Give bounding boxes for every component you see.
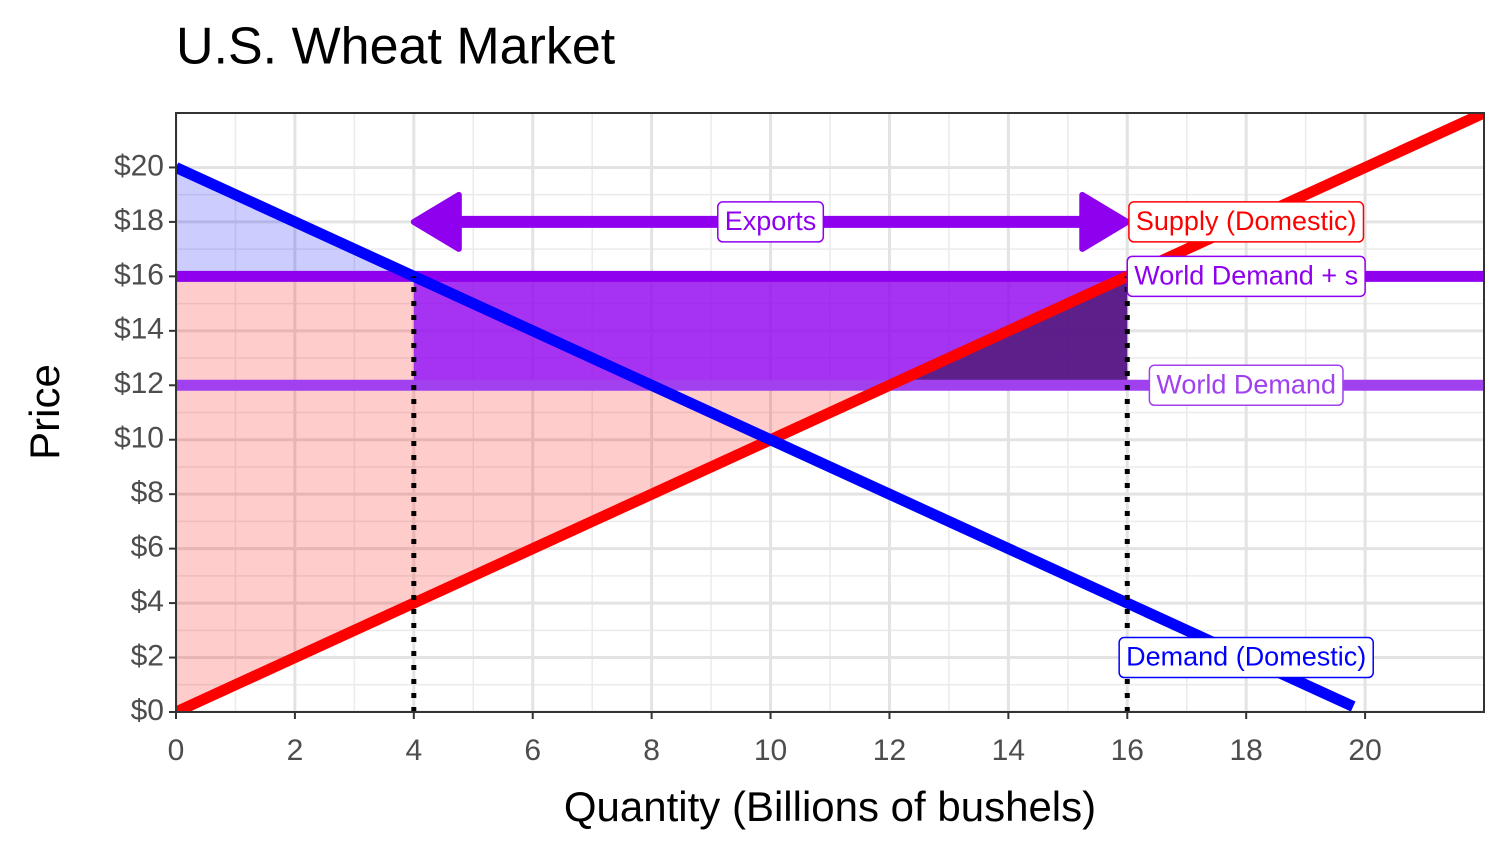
y-tick-label: $4: [131, 585, 164, 618]
series-label: Supply (Domestic): [1128, 201, 1365, 243]
x-tick-label: 20: [1348, 734, 1381, 767]
y-tick-label: $20: [114, 149, 164, 182]
series-label: Demand (Domestic): [1118, 636, 1374, 679]
label-box: [1126, 255, 1366, 298]
y-tick-label: $18: [114, 204, 164, 237]
label-text: World Demand + s: [1134, 260, 1358, 290]
x-tick-label: 14: [992, 734, 1025, 767]
series-label: World Demand + s: [1126, 255, 1366, 298]
label-text: World Demand: [1156, 369, 1336, 399]
y-tick-label: $0: [131, 694, 164, 727]
chart-title: U.S. Wheat Market: [176, 18, 616, 76]
y-tick-label: $2: [131, 639, 164, 672]
x-tick-label: 12: [873, 734, 906, 767]
x-tick-label: 4: [405, 734, 422, 767]
x-tick-label: 6: [524, 734, 541, 767]
label-text: Supply (Domestic): [1136, 206, 1357, 236]
y-tick-label: $6: [131, 531, 164, 564]
x-tick-label: 18: [1229, 734, 1262, 767]
label-box: [1118, 636, 1374, 679]
x-tick-label: 2: [287, 734, 304, 767]
y-tick-label: $14: [114, 313, 164, 346]
x-tick-label: 0: [168, 734, 185, 767]
y-tick-label: $12: [114, 367, 164, 400]
label-text: Demand (Domestic): [1126, 642, 1366, 672]
x-tick-label: 8: [643, 734, 660, 767]
plot-border: [175, 112, 1485, 713]
x-tick-label: 16: [1111, 734, 1144, 767]
label-box: [1148, 364, 1344, 407]
y-tick-label: $8: [131, 476, 164, 509]
arrow-label: Exports: [717, 201, 825, 243]
y-axis-title: Price: [21, 364, 68, 460]
label-text: Exports: [725, 206, 817, 236]
label-box: [717, 201, 825, 243]
y-tick-label: $16: [114, 258, 164, 291]
arrow-head: [410, 191, 462, 252]
arrow-head: [1079, 191, 1131, 252]
series-line: [176, 162, 1356, 712]
y-tick-label: $10: [114, 422, 164, 455]
x-axis-title: Quantity (Billions of bushels): [564, 783, 1096, 830]
x-tick-label: 10: [754, 734, 787, 767]
series-label: World Demand: [1148, 364, 1344, 407]
label-box: [1128, 201, 1365, 243]
